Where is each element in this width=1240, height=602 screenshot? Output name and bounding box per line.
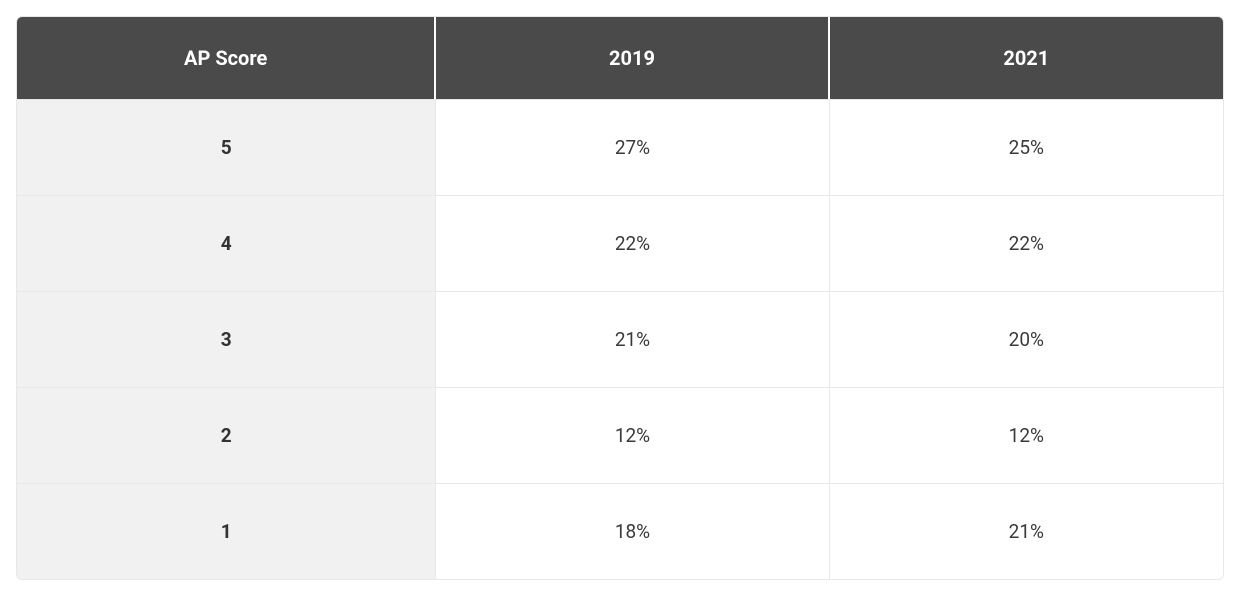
row-2019: 22% [436,195,829,291]
col-header-2019: 2019 [436,17,829,99]
col-header-ap-score: AP Score [17,17,436,99]
row-score: 3 [17,291,436,387]
table-header: AP Score 2019 2021 [17,17,1223,99]
ap-score-table: AP Score 2019 2021 5 27% 25% 4 22% 22% 3… [16,16,1224,580]
row-2019: 18% [436,483,829,579]
table-row: 3 21% 20% [17,291,1223,387]
row-score: 4 [17,195,436,291]
row-2021: 21% [830,483,1223,579]
row-score: 5 [17,99,436,195]
col-header-2021: 2021 [830,17,1223,99]
table-row: 5 27% 25% [17,99,1223,195]
row-2019: 12% [436,387,829,483]
row-2021: 12% [830,387,1223,483]
row-2019: 21% [436,291,829,387]
row-2021: 25% [830,99,1223,195]
row-2019: 27% [436,99,829,195]
table-row: 4 22% 22% [17,195,1223,291]
row-2021: 20% [830,291,1223,387]
table-row: 2 12% 12% [17,387,1223,483]
row-2021: 22% [830,195,1223,291]
table-row: 1 18% 21% [17,483,1223,579]
row-score: 2 [17,387,436,483]
row-score: 1 [17,483,436,579]
table-header-row: AP Score 2019 2021 [17,17,1223,99]
table-body: 5 27% 25% 4 22% 22% 3 21% 20% 2 12% 12% … [17,99,1223,579]
